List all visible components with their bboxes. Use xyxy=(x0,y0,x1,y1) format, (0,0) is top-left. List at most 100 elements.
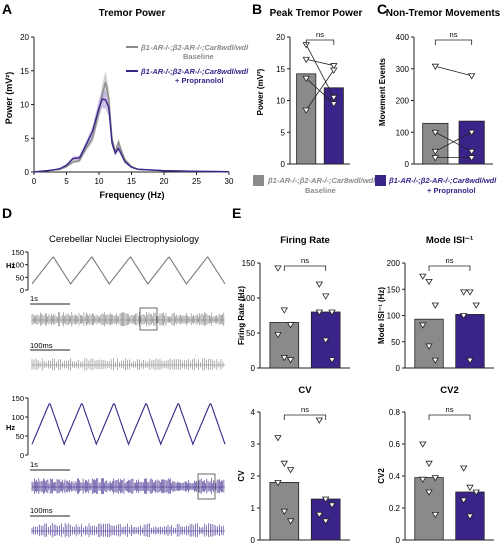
non-tremor-movements-chart: Non-Tremor Movements Movement Events 0 10… xyxy=(378,8,501,169)
legend: β1-AR-/-;β2-AR-/-;Car8wdl/wdl Baseline β… xyxy=(126,43,249,85)
pair-line xyxy=(306,58,334,66)
y-axis-label: CV xyxy=(237,470,246,482)
legend-propranolol-box xyxy=(375,175,386,186)
data-point xyxy=(321,518,330,525)
y-tick-label: 1 xyxy=(251,504,256,513)
data-point xyxy=(419,273,427,280)
panel-letter-b: B xyxy=(252,1,262,17)
x-axis-label: Frequency (Hz) xyxy=(99,190,164,200)
bar-propranolol xyxy=(323,87,344,165)
y-tick-label: 0.4 xyxy=(389,472,401,481)
ns-label: ns xyxy=(301,256,309,265)
x-tick-label: 20 xyxy=(160,177,169,186)
panel-letter-e: E xyxy=(232,205,241,221)
data-point xyxy=(302,56,310,64)
y-tick-label: 400 xyxy=(396,33,410,42)
data-point xyxy=(328,357,336,364)
data-point xyxy=(274,435,282,442)
data-point xyxy=(274,331,282,339)
y-tick-label: 100 xyxy=(396,128,410,137)
data-point xyxy=(315,512,324,519)
spike-raster-baseline xyxy=(31,312,225,327)
data-point xyxy=(467,73,476,80)
spike-raster-propranolol xyxy=(31,478,225,495)
y-tick-label: 20 xyxy=(20,33,29,42)
bc-legend: β1-AR-/-;β2-AR-/-;Car8wdl/wdl Baseline β… xyxy=(253,175,497,195)
hz-tick-label: 0 xyxy=(20,451,24,460)
hz-label-bottom: Hz xyxy=(6,423,15,432)
pair-line xyxy=(435,131,472,152)
data-point xyxy=(280,460,289,467)
data-point xyxy=(328,502,336,509)
firing-rate-trace-baseline xyxy=(31,256,226,285)
data-point xyxy=(328,309,336,316)
y-tick-label: 300 xyxy=(396,65,410,74)
bar-chart-e2: Mode ISI⁻¹ Mode ISI⁻¹ (Hz) 0 50 100 150 200 ns xyxy=(377,235,494,373)
y-tick-label: 0 xyxy=(251,536,256,545)
data-point xyxy=(315,417,324,424)
series-line xyxy=(33,98,230,173)
y-tick-label: 5 xyxy=(25,134,30,143)
tremor-power-chart: Tremor Power Power (mV²) Frequency (Hz) … xyxy=(4,8,249,200)
bar-baseline xyxy=(414,318,444,369)
y-tick-label: 150 xyxy=(242,259,256,268)
series-line xyxy=(33,82,230,173)
y-tick-label: 3 xyxy=(251,440,256,449)
y-tick-label: 200 xyxy=(387,259,401,268)
chart-title: Non-Tremor Movements xyxy=(386,8,501,19)
y-tick-label: 4 xyxy=(251,408,256,417)
y-axis-label: CV2 xyxy=(377,468,386,484)
data-point xyxy=(330,94,338,102)
data-point xyxy=(315,309,324,316)
panel-letter-a: A xyxy=(2,1,12,17)
pair-line xyxy=(305,77,335,104)
data-point xyxy=(425,343,433,350)
data-point xyxy=(425,489,433,496)
y-axis-label: Power (mV²) xyxy=(4,72,14,125)
data-point xyxy=(431,129,440,137)
bar-chart-e3: CV CV 0 1 2 3 4 ns xyxy=(237,385,350,545)
data-point xyxy=(431,475,440,482)
data-point xyxy=(419,476,427,483)
data-point xyxy=(467,148,476,156)
scale-1s-bottom: 1s xyxy=(30,460,38,469)
hz-tick-label: 100 xyxy=(11,413,24,422)
panel-d-title: Cerebellar Nuclei Electrophysiology xyxy=(49,234,199,245)
data-point xyxy=(459,497,468,504)
bar-baseline xyxy=(296,73,317,165)
series-band xyxy=(34,90,229,172)
y-tick-label: 200 xyxy=(396,97,410,106)
x-tick-label: 10 xyxy=(95,177,104,186)
data-point xyxy=(466,289,474,296)
hz-label-top: Hz xyxy=(6,261,15,270)
data-point xyxy=(466,484,474,491)
data-point xyxy=(466,513,474,520)
y-axis-label: Mode ISI⁻¹ (Hz) xyxy=(377,287,386,344)
bar-baseline xyxy=(414,477,444,541)
y-tick-label: 10 xyxy=(20,101,29,110)
hz-tick-label: 50 xyxy=(16,273,24,282)
y-axis-label: Movement Events xyxy=(378,57,387,126)
data-point xyxy=(274,479,282,487)
data-point xyxy=(321,337,330,344)
data-point xyxy=(286,518,295,525)
significance-bracket xyxy=(428,414,471,420)
data-point xyxy=(431,512,440,519)
y-tick-label: 50 xyxy=(391,338,400,347)
spike-zoom-baseline xyxy=(31,358,225,371)
hz-tick-label: 150 xyxy=(11,394,24,403)
data-point xyxy=(321,293,330,300)
data-point xyxy=(431,357,440,364)
ns-label: ns xyxy=(446,405,454,414)
legend-baseline-label: Baseline xyxy=(183,52,214,61)
data-point xyxy=(431,155,440,162)
panel-letter-d: D xyxy=(2,205,12,221)
data-point xyxy=(467,155,476,162)
data-point xyxy=(431,63,440,70)
data-point xyxy=(330,101,338,108)
hz-tick-label: 0 xyxy=(20,286,24,295)
pair-line xyxy=(435,65,472,77)
pair-line xyxy=(305,44,335,98)
legend-propranolol-genotype: β1-AR-/-;β2-AR-/-;Car8wdl/wdl xyxy=(140,67,249,76)
pair-line xyxy=(305,69,335,111)
